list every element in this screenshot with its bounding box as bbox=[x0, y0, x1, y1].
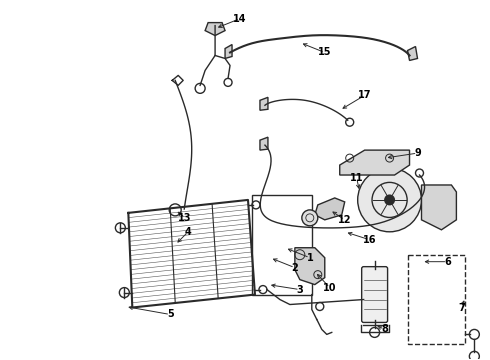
Polygon shape bbox=[340, 150, 410, 175]
Text: 16: 16 bbox=[363, 235, 376, 245]
Polygon shape bbox=[260, 97, 268, 110]
Text: 2: 2 bbox=[292, 263, 298, 273]
Text: 5: 5 bbox=[167, 310, 173, 319]
Text: 9: 9 bbox=[414, 148, 421, 158]
Text: 8: 8 bbox=[381, 324, 388, 334]
Circle shape bbox=[358, 168, 421, 232]
Polygon shape bbox=[205, 23, 225, 36]
FancyBboxPatch shape bbox=[362, 267, 388, 323]
Text: 11: 11 bbox=[350, 173, 364, 183]
Polygon shape bbox=[295, 248, 325, 285]
Polygon shape bbox=[315, 198, 345, 220]
Circle shape bbox=[385, 195, 394, 205]
Polygon shape bbox=[421, 185, 456, 230]
Polygon shape bbox=[260, 137, 268, 150]
Text: 12: 12 bbox=[338, 215, 351, 225]
Text: 15: 15 bbox=[318, 48, 332, 58]
Text: 17: 17 bbox=[358, 90, 371, 100]
Text: 1: 1 bbox=[306, 253, 313, 263]
Polygon shape bbox=[225, 45, 232, 58]
Polygon shape bbox=[408, 46, 417, 60]
Text: 13: 13 bbox=[178, 213, 192, 223]
Text: 14: 14 bbox=[233, 14, 247, 24]
Text: 10: 10 bbox=[323, 283, 337, 293]
Bar bbox=[252, 195, 312, 294]
Text: 3: 3 bbox=[296, 284, 303, 294]
Text: 4: 4 bbox=[185, 227, 192, 237]
Circle shape bbox=[302, 210, 318, 226]
Text: 7: 7 bbox=[458, 302, 465, 312]
Text: 6: 6 bbox=[444, 257, 451, 267]
Bar bbox=[408, 255, 466, 345]
